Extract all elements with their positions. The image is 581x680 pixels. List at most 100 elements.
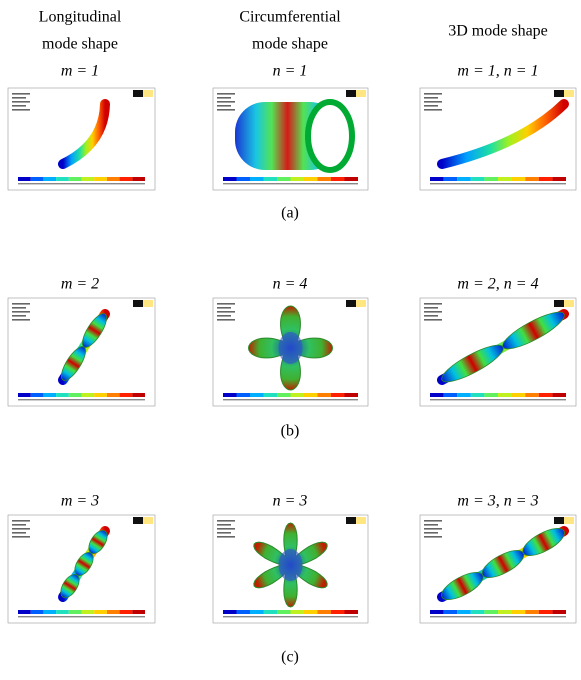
legend-swatch — [345, 393, 359, 397]
legend-swatch — [277, 177, 291, 181]
panel-info-line — [424, 105, 438, 107]
legend-swatch — [498, 610, 512, 614]
legend-swatch — [525, 177, 539, 181]
ansys-logo-mark — [554, 300, 564, 307]
legend-swatch — [277, 610, 291, 614]
row-caption: (c) — [281, 649, 299, 666]
panel-info-line — [12, 109, 30, 111]
legend-swatch — [94, 177, 107, 181]
legend-swatch — [498, 177, 512, 181]
legend-swatch — [345, 610, 359, 614]
panel-info-line — [217, 536, 235, 538]
legend-tick-row — [18, 399, 145, 400]
legend-swatch — [457, 177, 471, 181]
panel-info-line — [424, 93, 442, 95]
legend-swatch — [430, 177, 444, 181]
legend-swatch — [264, 177, 278, 181]
column-header: 3D mode shape — [448, 23, 548, 40]
column-header: Circumferential — [239, 9, 341, 26]
panel-info-line — [217, 303, 235, 305]
legend-tick-row — [18, 183, 145, 184]
legend-swatch — [82, 610, 95, 614]
legend-swatch — [250, 177, 264, 181]
panel-info-line — [217, 105, 231, 107]
panel-info-line — [424, 319, 442, 321]
column-header: Longitudinal — [39, 9, 122, 26]
panel-label: n = 3 — [273, 493, 308, 510]
legend-swatch — [18, 177, 31, 181]
panel-info-line — [12, 528, 30, 530]
legend-swatch — [304, 393, 318, 397]
legend-swatch — [132, 177, 145, 181]
ansys-logo-mark — [554, 517, 564, 524]
panel-info-line — [217, 532, 231, 534]
legend-swatch — [304, 177, 318, 181]
panel-label: m = 2 — [61, 276, 99, 293]
ansys-logo-mark — [346, 90, 356, 97]
ansys-logo-mark — [346, 517, 356, 524]
legend-swatch — [31, 393, 44, 397]
panel-info-line — [12, 105, 26, 107]
panel-info-line — [217, 101, 235, 103]
legend-swatch — [512, 177, 526, 181]
panel-label: n = 1 — [273, 63, 308, 80]
star-core — [279, 549, 303, 581]
legend-swatch — [107, 177, 120, 181]
legend-swatch — [43, 610, 56, 614]
legend-swatch — [132, 393, 145, 397]
panel-info-line — [12, 101, 30, 103]
panel-info-line — [424, 536, 442, 538]
panel-info-line — [424, 532, 438, 534]
panel-info-line — [424, 524, 438, 526]
panel-label: m = 3, n = 3 — [457, 493, 538, 510]
cylinder-end — [308, 102, 352, 170]
panel-info-line — [217, 93, 235, 95]
legend-swatch — [552, 177, 566, 181]
legend-swatch — [120, 177, 133, 181]
mode-shape-panel — [420, 88, 576, 190]
legend-swatch — [552, 393, 566, 397]
legend-swatch — [264, 610, 278, 614]
legend-swatch — [107, 393, 120, 397]
legend-swatch — [498, 393, 512, 397]
legend-tick-row — [430, 399, 566, 400]
mode-shape-panel — [420, 515, 576, 623]
mode-shape-panel — [213, 88, 368, 190]
panel-info-line — [217, 97, 231, 99]
legend-swatch — [345, 177, 359, 181]
panel-info-line — [217, 311, 235, 313]
legend-swatch — [120, 610, 133, 614]
legend-tick-row — [18, 616, 145, 617]
ansys-logo-mark — [554, 90, 564, 97]
panel-info-line — [424, 303, 442, 305]
legend-swatch — [304, 610, 318, 614]
legend-swatch — [539, 393, 553, 397]
legend-swatch — [82, 393, 95, 397]
panel-info-line — [424, 109, 442, 111]
panel-info-line — [12, 303, 30, 305]
legend-swatch — [484, 393, 498, 397]
legend-swatch — [56, 393, 69, 397]
legend-swatch — [444, 393, 458, 397]
legend-swatch — [120, 393, 133, 397]
legend-swatch — [484, 610, 498, 614]
legend-swatch — [223, 177, 237, 181]
legend-swatch — [132, 610, 145, 614]
legend-swatch — [56, 177, 69, 181]
legend-tick-row — [223, 183, 358, 184]
panel-info-line — [12, 532, 26, 534]
mode-shape-panel — [213, 298, 368, 406]
panel-info-line — [424, 520, 442, 522]
legend-swatch — [318, 610, 332, 614]
legend-swatch — [318, 393, 332, 397]
legend-swatch — [331, 393, 345, 397]
legend-swatch — [539, 610, 553, 614]
mode-shape-panel — [420, 298, 576, 406]
legend-swatch — [430, 393, 444, 397]
panel-frame — [8, 88, 155, 190]
legend-tick-row — [430, 183, 566, 184]
row-caption: (a) — [281, 205, 299, 222]
legend-tick-row — [223, 616, 358, 617]
legend-swatch — [237, 177, 251, 181]
legend-swatch — [291, 393, 305, 397]
